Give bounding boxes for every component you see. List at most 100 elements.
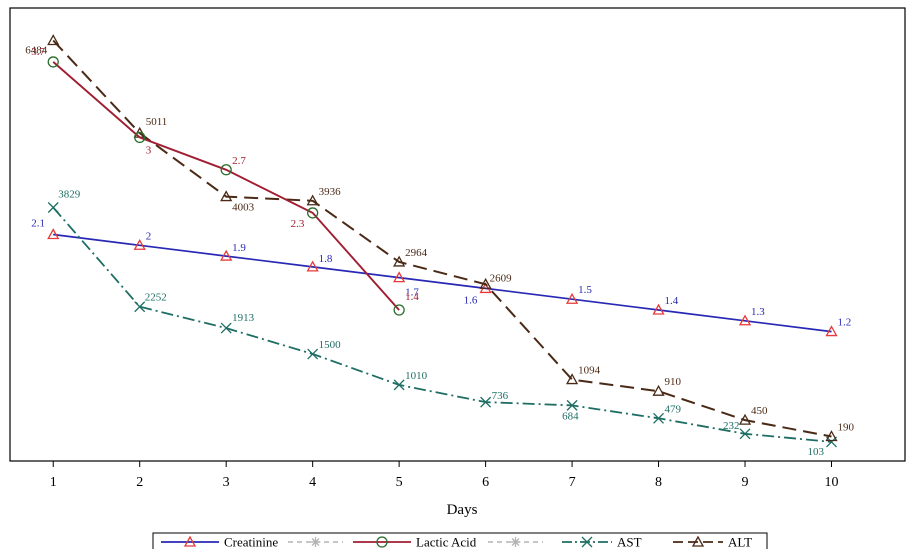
creatinine-data-label: 1.5 — [578, 284, 592, 296]
legend-marker — [376, 536, 388, 548]
creatinine-data-label: 1.9 — [232, 242, 246, 254]
legend-marker-shape — [510, 537, 521, 547]
legend-marker — [183, 535, 197, 547]
alt-marker — [738, 413, 752, 425]
alt-marker — [220, 190, 233, 202]
x-axis: 1 2 3 4 5 6 7 8 9 10 — [50, 461, 838, 490]
creatinine-data-label: 2.1 — [31, 218, 45, 230]
alt-line — [52, 39, 832, 438]
alt-data-label: 450 — [751, 405, 768, 417]
lactic-acid-data-label: 2.3 — [291, 218, 305, 230]
legend-frame — [152, 532, 768, 549]
ast-marker — [653, 412, 665, 424]
alt-marker — [393, 255, 406, 267]
plot-frame — [9, 7, 906, 462]
lactic-acid-data-label: 2.7 — [232, 155, 246, 167]
creatinine-marker — [825, 325, 838, 337]
legend-marker-shape — [310, 537, 321, 547]
ast-line — [52, 206, 832, 443]
creatinine-data-label: 1.8 — [319, 253, 333, 265]
creatinine-marker — [133, 238, 146, 250]
alt-marker — [479, 277, 492, 289]
lactic-acid-marker — [134, 131, 146, 144]
creatinine-data-label: 1.6 — [464, 294, 478, 306]
legend-item-alt: ALT — [673, 535, 752, 549]
series-lactic-acid: 3.7 3 2.7 2.3 1.4 — [31, 46, 419, 316]
legend: Creatinine Lactic Acid AST ALT — [152, 532, 768, 549]
creatinine-data-label: 1.4 — [665, 295, 679, 307]
ast-marker — [220, 322, 232, 334]
legend-marker — [691, 535, 705, 547]
x-tick-label: 3 — [223, 475, 230, 490]
creatinine-data-label: 1.2 — [837, 317, 851, 329]
series-layer: 2.1 2 1.9 1.8 1.7 1.6 1.5 1.4 1.3 1.2 3829 2252 1913… — [25, 34, 854, 458]
creatinine-data-label: 2 — [146, 230, 152, 242]
alt-data-label: 2964 — [405, 247, 428, 259]
legend-label: Lactic Acid — [416, 535, 477, 549]
x-tick-label: 8 — [655, 475, 662, 490]
legend-item-lactic-acid: Lactic Acid — [353, 535, 477, 549]
ast-data-label: 2252 — [145, 292, 167, 304]
ast-marker — [134, 301, 146, 313]
alt-marker — [825, 430, 838, 442]
alt-data-label: 1094 — [578, 365, 601, 377]
lactic-acid-marker — [307, 207, 319, 219]
ast-data-label: 479 — [665, 403, 682, 415]
legend-item-creatinine: Creatinine — [161, 535, 278, 549]
lactic-acid-data-label: 1.4 — [405, 291, 419, 303]
creatinine-marker — [565, 292, 579, 304]
legend-item-unlabeled-3 — [488, 537, 543, 547]
alt-data-label: 6484 — [25, 44, 48, 56]
x-axis-title: Days — [447, 502, 478, 518]
legend-label: ALT — [728, 535, 752, 549]
creatinine-marker — [220, 249, 233, 261]
lactic-acid-data-label: 3.7 — [31, 46, 45, 58]
ast-marker — [480, 396, 492, 408]
ast-data-label: 103 — [807, 446, 824, 458]
creatinine-marker — [652, 303, 665, 315]
lactic-acid-marker — [220, 164, 232, 176]
alt-data-label: 3936 — [319, 186, 342, 198]
legend-item-unlabeled-1 — [288, 537, 343, 547]
alt-data-label: 4003 — [232, 202, 255, 214]
ast-marker — [307, 348, 319, 360]
alt-marker — [47, 34, 60, 46]
alt-data-label: 910 — [665, 376, 682, 388]
alt-marker — [565, 373, 579, 385]
x-tick-label: 1 — [50, 475, 57, 490]
ast-data-label: 1010 — [405, 370, 428, 382]
ast-data-label: 3829 — [58, 189, 80, 201]
creatinine-marker — [47, 228, 60, 240]
series-creatinine: 2.1 2 1.9 1.8 1.7 1.6 1.5 1.4 1.3 1.2 — [31, 218, 851, 337]
creatinine-marker — [306, 260, 319, 272]
legend-marker — [510, 537, 521, 547]
ast-marker — [393, 379, 405, 391]
lactic-acid-data-label: 3 — [146, 144, 152, 156]
alt-data-label: 2609 — [490, 272, 513, 284]
ast-data-label: 684 — [562, 410, 579, 422]
lactic-acid-marker — [47, 56, 59, 68]
x-tick-label: 6 — [482, 475, 489, 490]
x-tick-label: 5 — [396, 475, 403, 490]
alt-marker — [306, 194, 319, 206]
ast-data-label: 232 — [723, 420, 740, 432]
lactic-acid-marker — [393, 304, 405, 316]
legend-marker — [310, 537, 321, 547]
ast-marker — [739, 428, 751, 440]
ast-marker — [566, 399, 578, 411]
ast-data-label: 736 — [492, 390, 509, 402]
alt-data-label: 5011 — [146, 116, 168, 128]
x-tick-label: 7 — [569, 475, 576, 490]
legend-item-ast: AST — [562, 535, 642, 549]
x-tick-label: 9 — [742, 475, 749, 490]
x-tick-label: 4 — [309, 475, 316, 490]
creatinine-line — [53, 233, 832, 333]
ast-marker — [47, 202, 59, 213]
x-tick-label: 2 — [136, 475, 143, 490]
ast-data-label: 1913 — [232, 312, 255, 324]
series-ast: 3829 2252 1913 1500 1010 736 684 479 232 103 — [47, 189, 837, 458]
x-tick-label: 10 — [824, 475, 838, 490]
ast-data-label: 1500 — [319, 339, 342, 351]
creatinine-data-label: 1.3 — [751, 306, 765, 318]
